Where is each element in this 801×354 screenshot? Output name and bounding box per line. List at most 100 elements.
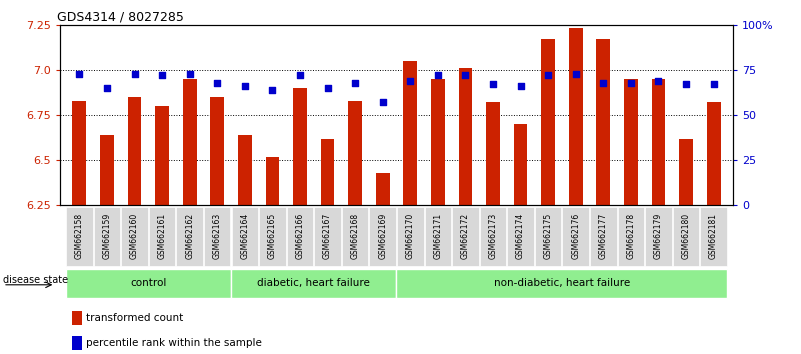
Bar [431,79,445,205]
Text: GSM662173: GSM662173 [489,213,497,259]
Bar [369,207,396,266]
Text: control: control [130,278,167,288]
Text: disease state: disease state [3,275,68,285]
Text: GDS4314 / 8027285: GDS4314 / 8027285 [57,11,183,24]
Text: GSM662172: GSM662172 [461,213,470,259]
Bar [425,207,451,266]
Bar [507,207,533,266]
Bar [314,207,340,266]
Text: GSM662162: GSM662162 [185,213,194,259]
Bar [453,207,479,266]
Bar [293,88,307,205]
Bar [458,68,473,205]
Bar [569,28,582,205]
Point [486,81,499,87]
Bar [260,207,286,266]
Bar [265,156,280,205]
Bar [320,138,335,205]
Point [570,71,582,76]
Bar [590,207,617,266]
Point [404,78,417,84]
Text: GSM662164: GSM662164 [240,213,249,259]
Text: GSM662169: GSM662169 [378,213,387,259]
Bar [204,207,231,266]
Text: GSM662160: GSM662160 [130,213,139,259]
Bar [646,207,672,266]
Text: GSM662168: GSM662168 [351,213,360,259]
Text: GSM662166: GSM662166 [296,213,304,259]
Text: GSM662163: GSM662163 [213,213,222,259]
Text: GSM662170: GSM662170 [406,213,415,259]
Bar [72,312,82,325]
Bar [404,61,417,205]
Point [101,85,114,91]
Bar [100,135,114,205]
Text: GSM662180: GSM662180 [682,213,690,259]
Bar [176,207,203,266]
Text: transformed count: transformed count [86,313,183,323]
Point [514,83,527,89]
Bar [651,79,666,205]
Point [541,73,554,78]
Text: diabetic, heart failure: diabetic, heart failure [257,278,370,288]
Bar [211,97,224,205]
Bar [486,102,500,205]
Text: GSM662181: GSM662181 [709,213,718,259]
Point [432,73,445,78]
Bar [624,79,638,205]
Bar [700,207,727,266]
Bar [597,39,610,205]
Bar [535,207,562,266]
Text: GSM662174: GSM662174 [516,213,525,259]
Bar [396,269,727,297]
Bar [562,207,589,266]
Bar [66,207,93,266]
Text: GSM662159: GSM662159 [103,213,111,259]
Bar [121,207,147,266]
Point [266,87,279,93]
Point [597,80,610,85]
Text: GSM662179: GSM662179 [654,213,663,259]
Bar [72,336,82,350]
Point [707,81,720,87]
Bar [231,269,396,297]
Bar [149,207,175,266]
Point [625,80,638,85]
Text: GSM662175: GSM662175 [544,213,553,259]
Bar [342,207,368,266]
Point [348,80,361,85]
Point [321,85,334,91]
Point [183,71,196,76]
Point [128,71,141,76]
Bar [183,79,196,205]
Bar [541,39,555,205]
Text: GSM662158: GSM662158 [74,213,84,259]
Text: GSM662165: GSM662165 [268,213,277,259]
Bar [673,207,699,266]
Bar [231,207,258,266]
Bar [376,173,389,205]
Text: GSM662176: GSM662176 [571,213,580,259]
Bar [618,207,644,266]
Bar [480,207,506,266]
Point [73,71,86,76]
Text: percentile rank within the sample: percentile rank within the sample [86,338,262,348]
Text: GSM662171: GSM662171 [433,213,442,259]
Point [459,73,472,78]
Bar [66,269,231,297]
Bar [94,207,120,266]
Point [652,78,665,84]
Point [376,99,389,105]
Bar [397,207,424,266]
Text: non-diabetic, heart failure: non-diabetic, heart failure [494,278,630,288]
Text: GSM662178: GSM662178 [626,213,635,259]
Bar [127,97,142,205]
Bar [155,106,169,205]
Bar [287,207,313,266]
Text: GSM662161: GSM662161 [158,213,167,259]
Point [679,81,692,87]
Bar [706,102,721,205]
Bar [679,138,693,205]
Bar [72,101,87,205]
Point [294,73,307,78]
